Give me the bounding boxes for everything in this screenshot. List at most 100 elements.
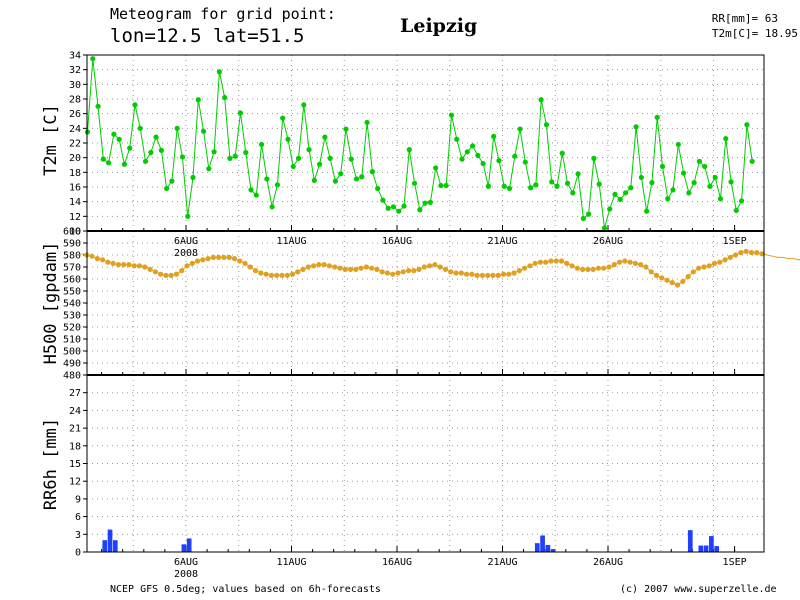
x-tick-label: 26AUG bbox=[593, 236, 623, 247]
temperature-point bbox=[644, 208, 650, 214]
geopotential-point bbox=[580, 266, 586, 272]
geopotential-point bbox=[342, 266, 348, 272]
geopotential-point bbox=[632, 260, 638, 266]
temperature-point bbox=[111, 131, 117, 137]
temperature-point bbox=[454, 136, 460, 142]
temperature-point bbox=[633, 124, 639, 130]
y-tick-label: 12 bbox=[69, 477, 81, 488]
temperature-point bbox=[739, 198, 745, 204]
temperature-mean: T2m[C]= 18.95 bbox=[711, 27, 798, 40]
geopotential-point bbox=[337, 265, 343, 271]
geopotential-point bbox=[453, 270, 459, 276]
geopotential-point bbox=[711, 260, 718, 266]
temperature-point bbox=[106, 160, 112, 166]
geopotential-point bbox=[136, 263, 143, 269]
geopotential-point bbox=[384, 270, 391, 276]
geopotential-point bbox=[606, 264, 612, 270]
city-name: Leipzig bbox=[400, 15, 478, 37]
temperature-point bbox=[670, 187, 676, 193]
geopotential-point bbox=[448, 269, 454, 275]
temperature-point bbox=[707, 183, 713, 189]
geopotential-point bbox=[242, 260, 248, 266]
geopotential-point bbox=[537, 259, 544, 265]
geopotential-point bbox=[121, 262, 127, 268]
y-tick-label: 560 bbox=[63, 275, 81, 286]
precip-bar bbox=[186, 538, 192, 552]
temperature-point bbox=[717, 196, 724, 202]
precip-bar bbox=[703, 545, 709, 552]
temperature-point bbox=[116, 136, 122, 142]
temperature-point bbox=[665, 196, 671, 202]
temperature-point bbox=[195, 97, 201, 103]
geopotential-point bbox=[548, 258, 554, 264]
temperature-point bbox=[680, 170, 687, 176]
y-tick-label: 30 bbox=[69, 80, 81, 91]
geopotential-point bbox=[94, 256, 100, 262]
y-tick-label: 10 bbox=[69, 227, 81, 238]
geopotential-point bbox=[274, 272, 280, 278]
geopotential-point bbox=[363, 264, 369, 270]
geopotential-point bbox=[295, 269, 301, 275]
geopotential-point bbox=[516, 268, 522, 274]
temperature-point bbox=[512, 153, 518, 159]
y-axis-label: RR6h [mm] bbox=[41, 418, 61, 510]
geopotential-point bbox=[237, 258, 243, 264]
precip-bar bbox=[698, 545, 704, 552]
geopotential-point bbox=[522, 265, 528, 271]
temperature-point bbox=[317, 161, 323, 167]
precip-bar bbox=[550, 549, 556, 552]
temperature-point bbox=[153, 134, 159, 140]
geopotential-point bbox=[216, 254, 222, 260]
geopotential-point bbox=[411, 268, 417, 274]
geopotential-point bbox=[638, 262, 644, 268]
temperature-point bbox=[538, 97, 544, 103]
geopotential-point bbox=[701, 264, 707, 270]
geopotential-point bbox=[289, 271, 296, 277]
temperature-point bbox=[222, 94, 228, 101]
geopotential-point bbox=[200, 257, 206, 263]
geopotential-point bbox=[601, 265, 607, 271]
temperature-point bbox=[612, 191, 618, 197]
temperature-point bbox=[142, 158, 149, 164]
temperature-point bbox=[638, 174, 644, 181]
temperature-point bbox=[237, 110, 244, 116]
geopotential-point bbox=[258, 270, 264, 276]
geopotential-point bbox=[500, 271, 507, 277]
precip-bar bbox=[112, 540, 118, 552]
geopotential-point bbox=[743, 248, 749, 254]
geopotential-point bbox=[152, 269, 158, 275]
geopotential-point bbox=[358, 265, 364, 271]
temperature-point bbox=[200, 128, 207, 134]
precip-bar bbox=[534, 543, 540, 552]
temperature-point bbox=[749, 158, 755, 164]
geopotential-point bbox=[469, 271, 475, 277]
geopotential-point bbox=[558, 258, 565, 264]
y-tick-label: 28 bbox=[69, 95, 81, 106]
temperature-point bbox=[369, 169, 375, 175]
temperature-point bbox=[617, 196, 623, 203]
geopotential-point bbox=[347, 266, 354, 272]
temperature-point bbox=[248, 187, 254, 193]
temperature-point bbox=[227, 155, 233, 161]
temperature-point bbox=[280, 115, 286, 121]
temperature-point bbox=[691, 180, 697, 186]
temperature-point bbox=[100, 156, 106, 162]
geopotential-point bbox=[142, 264, 148, 270]
temperature-point bbox=[396, 208, 402, 214]
geopotential-point bbox=[669, 280, 675, 286]
temperature-point bbox=[459, 156, 465, 162]
temperature-point bbox=[90, 56, 96, 62]
temperature-point bbox=[332, 178, 339, 184]
temperature-point bbox=[411, 180, 418, 186]
precip-bar bbox=[545, 544, 551, 552]
y-tick-label: 22 bbox=[69, 139, 81, 150]
temperature-point bbox=[501, 183, 507, 189]
temperature-point bbox=[686, 190, 692, 196]
geopotential-point bbox=[100, 257, 106, 263]
temperature-point bbox=[185, 213, 191, 219]
x-tick-label: 11AUG bbox=[276, 557, 306, 568]
geopotential-point bbox=[674, 282, 681, 288]
temperature-point bbox=[723, 136, 729, 142]
temperature-point bbox=[675, 141, 681, 148]
temperature-point bbox=[522, 159, 528, 165]
